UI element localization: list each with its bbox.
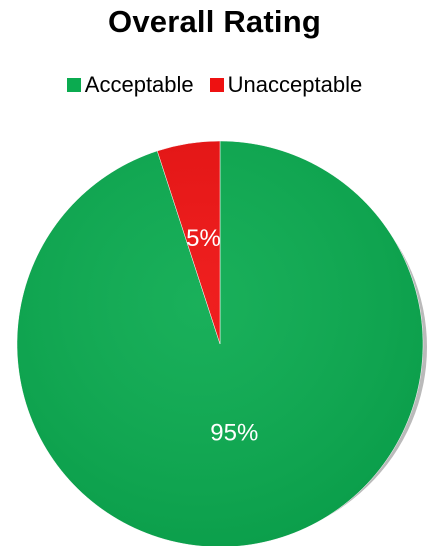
data-label-unacceptable: 5% <box>186 225 221 252</box>
chart-title: Overall Rating <box>108 4 321 39</box>
legend-swatch-unacceptable <box>209 78 224 92</box>
legend-item-unacceptable: Unacceptable <box>209 72 363 98</box>
legend-label-acceptable: Acceptable <box>84 72 194 97</box>
legend-label-unacceptable: Unacceptable <box>227 72 363 97</box>
chart-legend: Acceptable Unacceptable <box>0 72 429 98</box>
legend-item-acceptable: Acceptable <box>66 72 194 98</box>
data-label-acceptable: 95% <box>210 420 258 447</box>
legend-swatch-acceptable <box>66 78 81 92</box>
